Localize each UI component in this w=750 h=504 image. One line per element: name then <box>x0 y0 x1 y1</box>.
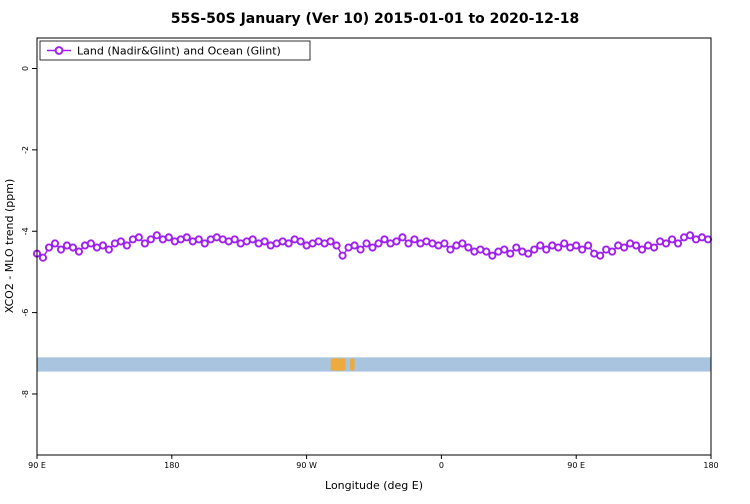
ocean-strip <box>37 357 711 372</box>
data-point <box>74 247 83 256</box>
y-tick-label: -4 <box>21 227 30 235</box>
data-point <box>68 243 77 252</box>
data-point <box>98 241 107 250</box>
x-tick-label: 90 W <box>296 461 317 470</box>
y-tick-label: -2 <box>21 146 30 154</box>
data-point <box>638 245 647 254</box>
data-point <box>164 233 173 242</box>
y-axis-ticks: 0 -2 -4 -6 -8 <box>21 66 37 398</box>
land-patch <box>350 358 355 371</box>
plot-area-border <box>36 37 712 456</box>
data-point <box>404 239 413 248</box>
data-point <box>512 243 521 252</box>
data-point <box>104 245 113 254</box>
data-point <box>668 235 677 244</box>
data-point <box>500 245 509 254</box>
data-point <box>464 243 473 252</box>
data-point <box>703 235 713 244</box>
data-point <box>194 235 203 244</box>
data-point <box>38 253 48 262</box>
data-point <box>542 245 551 254</box>
data-point <box>650 243 659 252</box>
data-point <box>152 231 161 240</box>
data-point <box>584 241 593 250</box>
data-point <box>260 237 269 246</box>
y-tick-label: -8 <box>21 390 30 398</box>
x-tick-label: 180 <box>164 461 179 470</box>
legend-label: Land (Nadir&Glint) and Ocean (Glint) <box>77 45 281 58</box>
data-point <box>536 241 545 250</box>
data-point <box>56 245 66 254</box>
data-point <box>86 239 95 248</box>
data-point <box>524 249 533 258</box>
data-series <box>32 231 713 262</box>
data-point <box>380 235 389 244</box>
data-point <box>284 239 293 248</box>
data-point <box>50 239 60 248</box>
data-point <box>146 235 155 244</box>
data-point <box>116 237 125 246</box>
data-point <box>200 239 209 248</box>
data-point <box>440 239 449 248</box>
y-tick-label: 0 <box>21 66 30 71</box>
x-tick-label: 0 <box>439 461 444 470</box>
data-point <box>356 245 365 254</box>
data-point <box>560 239 569 248</box>
y-axis-title: XCO2 - MLO trend (ppm) <box>3 179 16 314</box>
data-point <box>362 239 371 248</box>
data-point <box>182 233 191 242</box>
data-point <box>350 241 359 250</box>
latitude-band-map-strip <box>37 357 711 372</box>
data-point <box>326 237 335 246</box>
x-axis-ticks: 90 E 180 90 W 0 90 E 180 <box>28 455 719 470</box>
x-axis-title: Longitude (deg E) <box>325 479 423 492</box>
data-point <box>230 235 239 244</box>
data-point <box>488 251 497 260</box>
legend-marker-circle <box>54 46 64 55</box>
data-point <box>572 241 581 250</box>
data-point <box>632 241 641 250</box>
land-patch <box>330 358 346 371</box>
data-point <box>296 237 305 246</box>
data-point <box>368 243 377 252</box>
data-point <box>685 231 695 240</box>
data-point <box>673 239 683 248</box>
data-point <box>44 243 54 252</box>
data-point <box>140 239 149 248</box>
data-point <box>458 239 467 248</box>
data-point <box>554 243 563 252</box>
data-point <box>410 235 419 244</box>
data-point <box>578 245 587 254</box>
data-point <box>506 249 515 258</box>
data-point <box>122 241 131 250</box>
x-tick-label: 90 E <box>28 461 46 470</box>
chart-title: 55S-50S January (Ver 10) 2015-01-01 to 2… <box>171 11 579 27</box>
data-point <box>446 245 455 254</box>
legend-box <box>39 40 311 61</box>
data-point <box>482 247 491 256</box>
data-point <box>596 251 605 260</box>
data-point <box>398 233 407 242</box>
x-tick-label: 180 <box>703 461 718 470</box>
legend: Land (Nadir&Glint) and Ocean (Glint) <box>39 40 311 61</box>
data-point <box>608 247 617 256</box>
data-point <box>662 239 671 248</box>
x-tick-label: 90 E <box>567 461 585 470</box>
data-point <box>530 245 539 254</box>
data-point <box>392 237 401 246</box>
data-point <box>332 241 341 250</box>
data-point <box>620 243 629 252</box>
y-tick-label: -6 <box>21 309 30 317</box>
data-point <box>134 233 143 242</box>
data-point <box>374 239 383 248</box>
data-point <box>338 251 347 260</box>
data-point <box>248 235 257 244</box>
